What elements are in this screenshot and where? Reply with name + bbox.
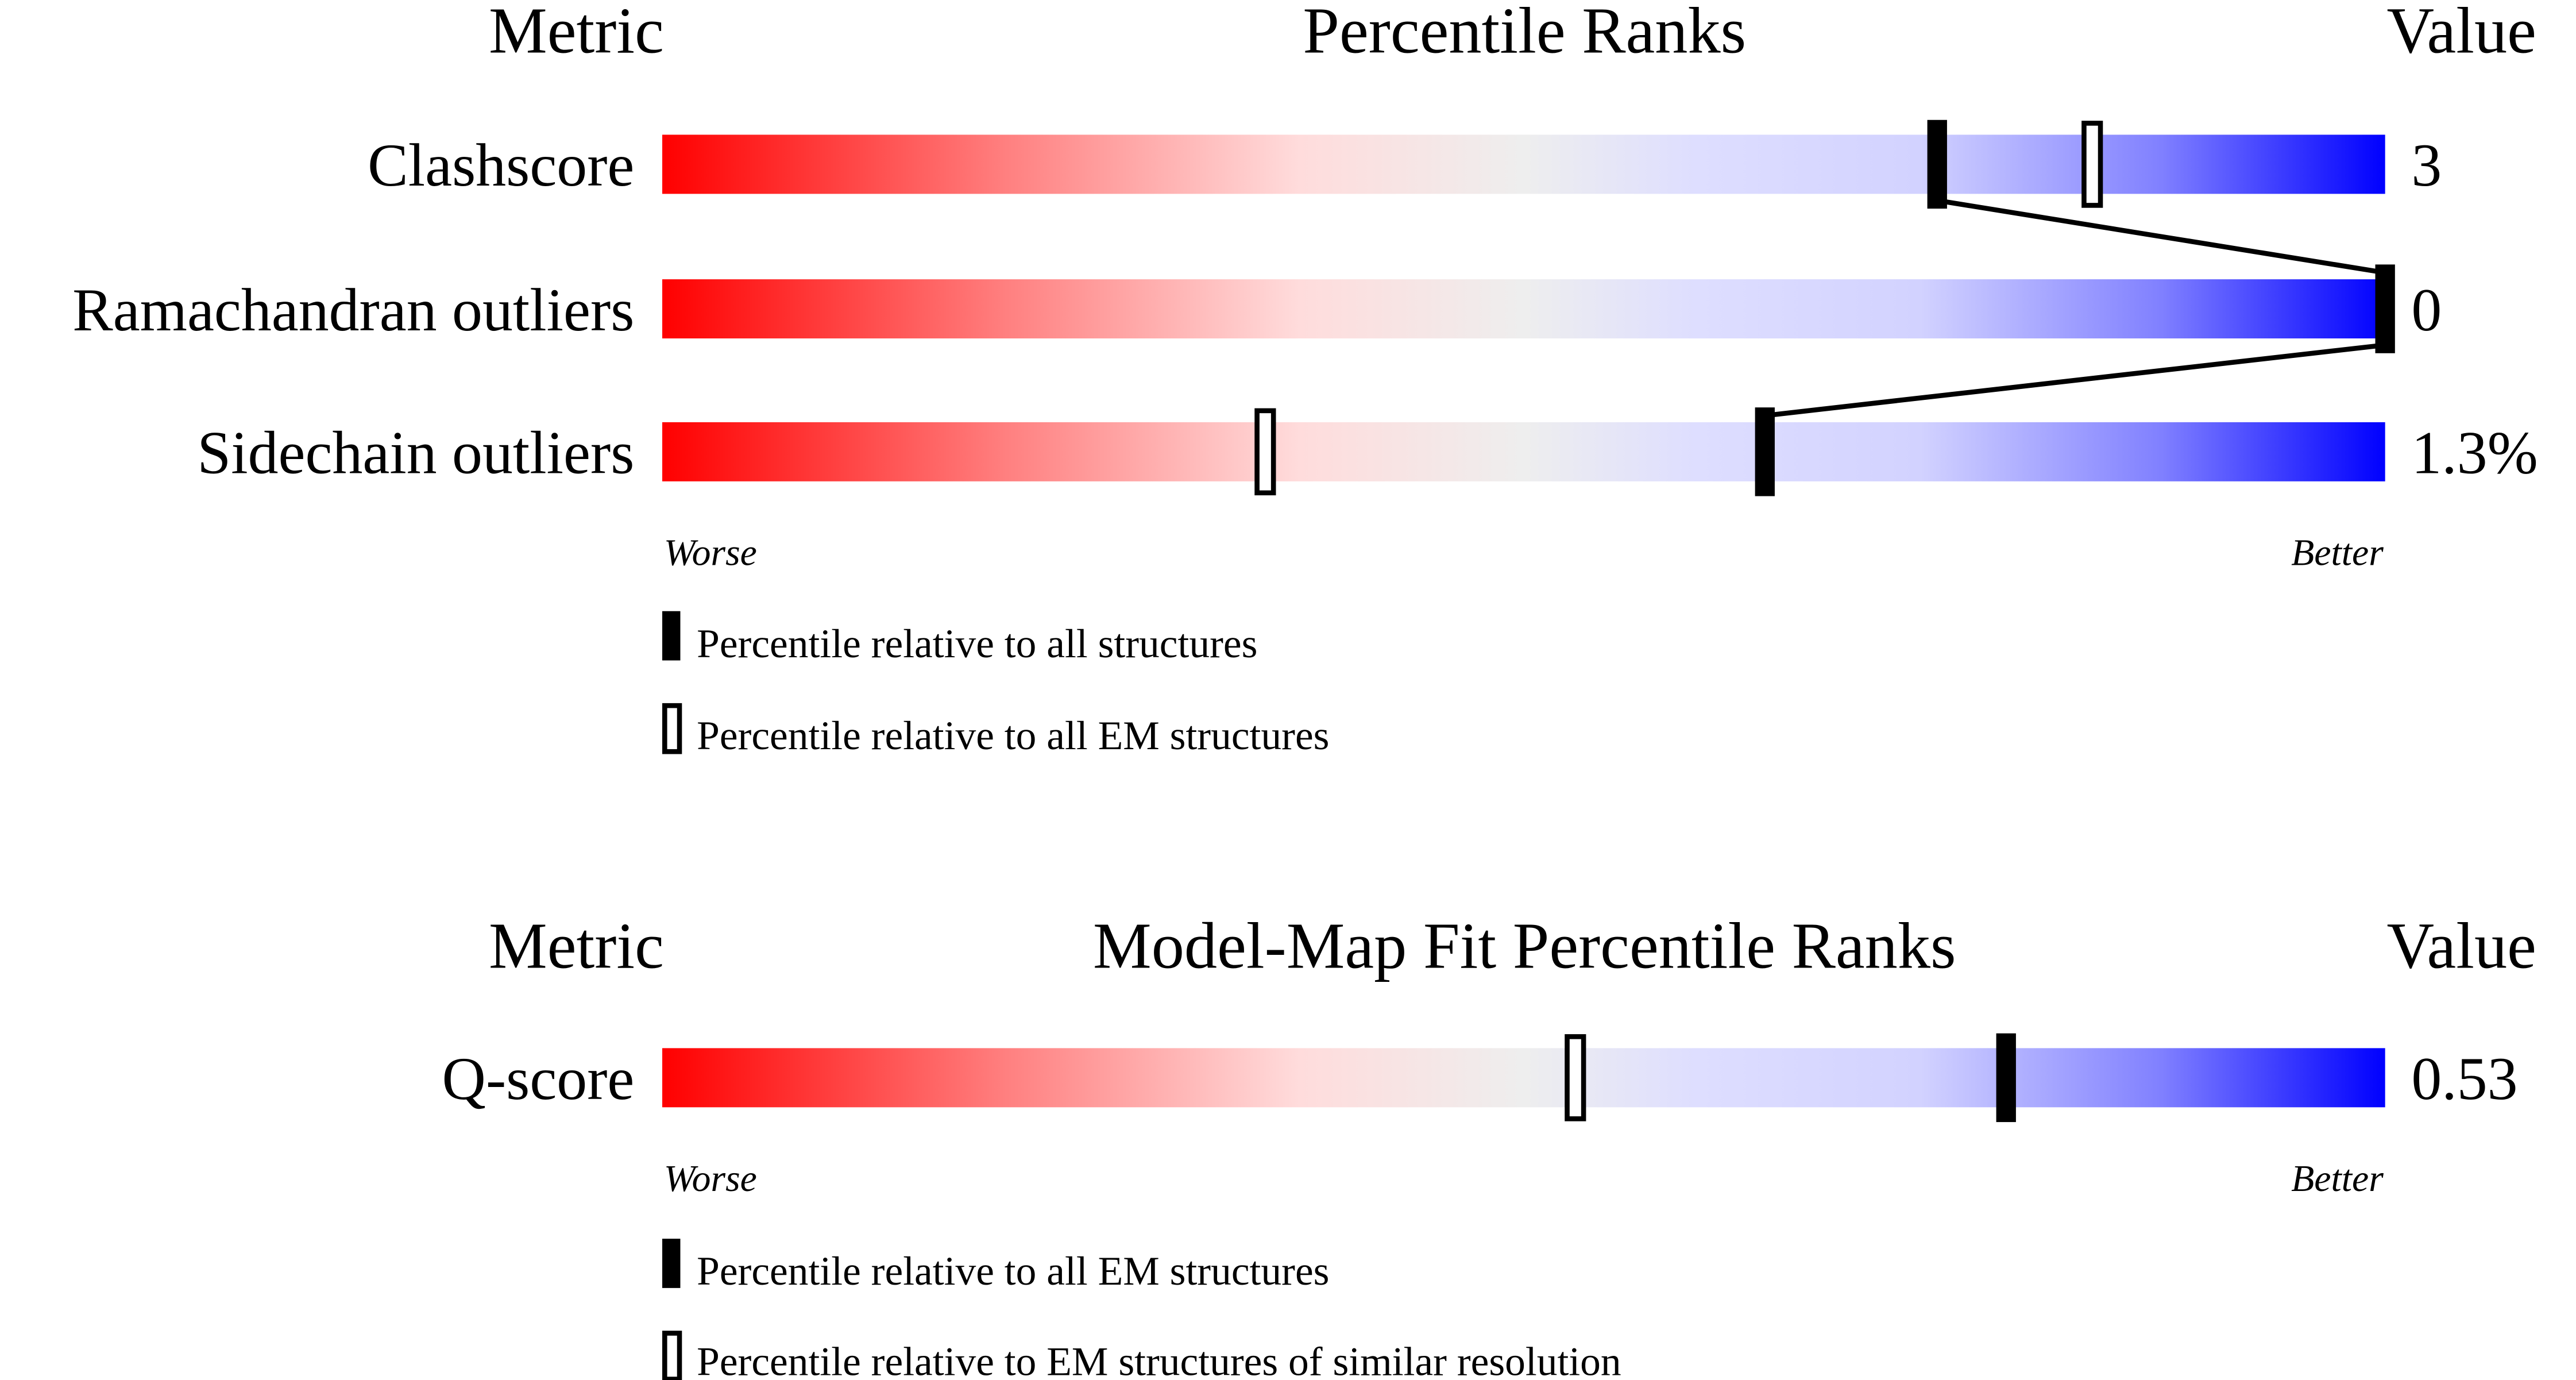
legend-hollow-label: Percentile relative to all EM structures — [697, 713, 1329, 758]
metric-label: Ramachandran outliers — [72, 276, 634, 344]
legend-hollow-marker — [662, 703, 682, 754]
metric-value: 3 — [2411, 132, 2442, 199]
metric-label: Sidechain outliers — [197, 419, 634, 487]
legend-filled-label: Percentile relative to all EM structures — [697, 1248, 1329, 1294]
value-header: Value — [2387, 0, 2536, 67]
worse-label: Worse — [664, 1158, 757, 1200]
panel-model-map-fit: Metric Model-Map Fit Percentile Ranks Va… — [442, 909, 2536, 1380]
legend-filled-marker — [662, 611, 681, 661]
percentile-bar — [662, 279, 2385, 339]
percentile-bar — [662, 422, 2385, 481]
filled-percentile-marker — [2375, 264, 2395, 353]
panel-percentile-ranks: Metric Percentile Ranks Value Clashscore… — [72, 0, 2538, 758]
metric-value: 0.53 — [2411, 1045, 2517, 1112]
legend-hollow-marker — [662, 1331, 682, 1380]
worse-label: Worse — [664, 532, 757, 574]
better-label: Better — [2291, 1158, 2384, 1200]
chart-title: Percentile Ranks — [1303, 0, 1746, 67]
filled-percentile-marker — [1996, 1033, 2016, 1123]
connector-line — [1764, 342, 2386, 418]
legend-hollow-label: Percentile relative to EM structures of … — [697, 1339, 1621, 1380]
metric-value: 0 — [2411, 276, 2442, 344]
metric-header: Metric — [489, 909, 664, 982]
legend-filled-marker — [662, 1239, 681, 1288]
metric-label: Clashscore — [368, 132, 634, 199]
legend-filled-label: Percentile relative to all structures — [697, 621, 1257, 666]
hollow-percentile-marker — [1254, 408, 1276, 496]
percentile-bar — [662, 1048, 2385, 1108]
filled-percentile-marker — [1755, 407, 1775, 496]
chart-title: Model-Map Fit Percentile Ranks — [1093, 909, 1956, 982]
connector-line — [1937, 198, 2386, 275]
filled-percentile-marker — [1927, 120, 1947, 209]
metric-label: Q-score — [442, 1045, 635, 1112]
value-header: Value — [2387, 909, 2536, 982]
hollow-percentile-marker — [1565, 1034, 1586, 1121]
metric-header: Metric — [489, 0, 664, 67]
percentile-bar — [662, 134, 2385, 194]
hollow-percentile-marker — [2081, 121, 2103, 208]
metric-value: 1.3% — [2411, 419, 2538, 487]
better-label: Better — [2291, 532, 2384, 574]
